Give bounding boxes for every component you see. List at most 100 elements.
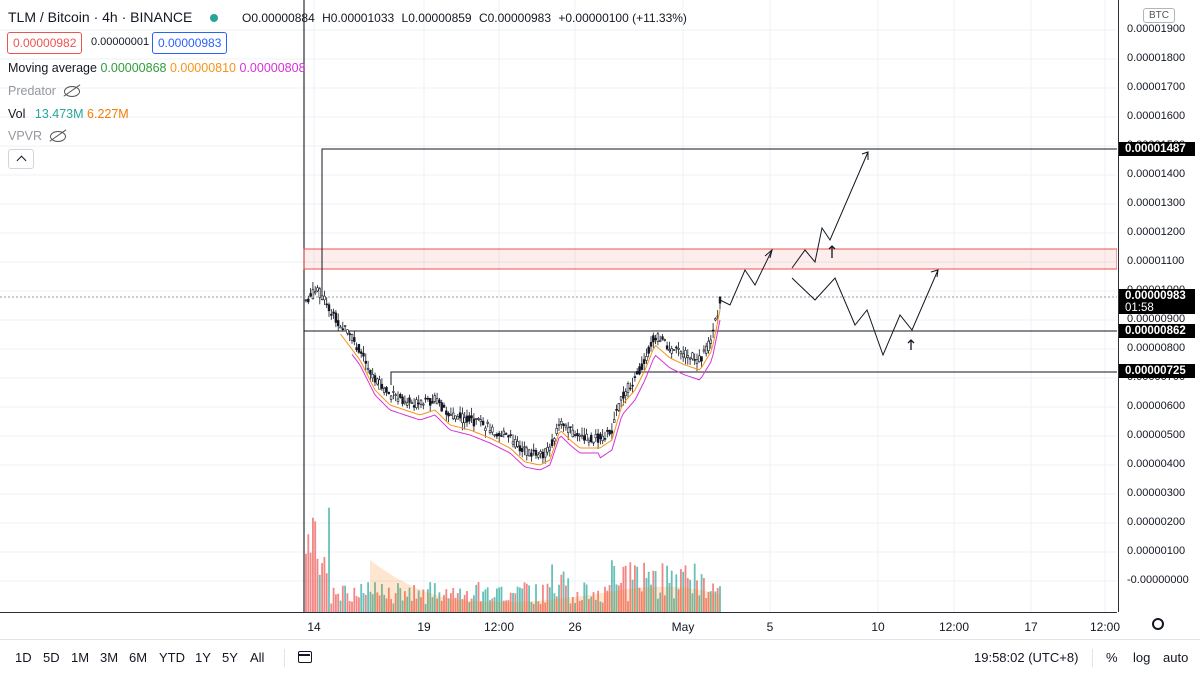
volume-bar: [367, 582, 369, 612]
volume-bar: [463, 594, 466, 612]
candle-body: [311, 289, 315, 299]
candle-body: [463, 417, 466, 424]
price-tick-label: -0.00000000: [1127, 574, 1189, 586]
percent-toggle[interactable]: %: [1106, 650, 1118, 665]
volume-bar: [546, 583, 549, 612]
candle-body: [419, 399, 423, 405]
volume-bar: [606, 590, 609, 612]
vol-legend[interactable]: Vol 13.473M 6.227M: [8, 107, 129, 121]
candle-body: [530, 452, 533, 457]
clock[interactable]: 19:58:02 (UTC+8): [974, 650, 1079, 665]
currency-badge[interactable]: BTC: [1143, 8, 1175, 23]
predator-legend[interactable]: Predator: [8, 84, 80, 98]
volume-bar: [493, 597, 496, 612]
time-label: 5: [766, 620, 774, 634]
candle-body: [445, 410, 448, 415]
candle-body: [470, 415, 473, 419]
volume-bar: [709, 591, 712, 612]
candle-body: [670, 348, 673, 354]
volume-bar: [325, 573, 328, 612]
volume-bar: [479, 601, 482, 612]
candle-body: [635, 371, 639, 375]
candle-body: [548, 446, 552, 451]
candle-body: [408, 397, 411, 403]
price-axis[interactable]: BTC 0.00001900 0.00001800 0.00001700 0.0000…: [1118, 0, 1200, 612]
candle-body: [642, 359, 646, 364]
candle-body: [438, 399, 441, 403]
timeframe-6m[interactable]: 6M: [129, 650, 148, 665]
candle-body: [541, 451, 545, 459]
volume-bar: [323, 556, 326, 612]
calendar-range-icon[interactable]: [298, 651, 312, 663]
candle-body: [336, 320, 340, 327]
buy-price-box[interactable]: 0.00000983: [152, 32, 228, 54]
time-axis[interactable]: 14 19 12:00 26 May 5 10 12:00 17 12:00: [0, 612, 1164, 639]
timeframe-ytd[interactable]: YTD: [159, 650, 185, 665]
sell-price-box[interactable]: 0.00000982: [7, 32, 83, 54]
timeframe-1y[interactable]: 1Y: [195, 650, 211, 665]
volume-bar: [307, 534, 310, 612]
candle-body: [433, 395, 436, 402]
volume-bar: [491, 598, 494, 612]
candle-body: [502, 430, 505, 435]
volume-bar: [673, 598, 675, 612]
ma-legend[interactable]: Moving average 0.00000868 0.00000810 0.0…: [8, 61, 306, 75]
open-value: 0.00000884: [251, 11, 315, 25]
price-tag-mid: 0.00000862: [1119, 324, 1195, 338]
volume-bar: [376, 592, 379, 612]
candle-body: [629, 387, 632, 390]
volume-bar: [560, 574, 563, 612]
timeframe-1d[interactable]: 1D: [15, 650, 32, 665]
volume-bar: [431, 597, 434, 612]
volume-bar: [500, 586, 503, 612]
candle-body: [417, 402, 420, 405]
log-toggle[interactable]: log: [1133, 650, 1151, 665]
volume-bar: [502, 600, 505, 612]
volume-bar: [627, 601, 629, 612]
candle-body: [451, 412, 455, 419]
eye-off-icon[interactable]: [63, 86, 80, 98]
candle-body: [401, 396, 404, 405]
volume-bar: [693, 563, 696, 612]
volume-bar: [565, 585, 567, 612]
timeframe-5d[interactable]: 5D: [43, 650, 60, 665]
volume-bar: [629, 562, 632, 612]
collapse-legend-button[interactable]: [8, 149, 34, 169]
timeframe-all[interactable]: All: [250, 650, 265, 665]
volume-bar: [643, 562, 645, 612]
volume-ma-area: [370, 560, 720, 612]
timeframe-1m[interactable]: 1M: [71, 650, 90, 665]
symbol-legend: TLM / Bitcoin · 4h · BINANCE: [8, 9, 228, 25]
symbol-title: TLM / Bitcoin · 4h · BINANCE: [8, 9, 193, 25]
volume-bar: [521, 588, 524, 612]
volume-bar: [703, 578, 705, 612]
price-chart[interactable]: [0, 0, 1117, 612]
volume-bar: [548, 587, 551, 612]
timeframe-3m[interactable]: 3M: [100, 650, 119, 665]
vpvr-legend[interactable]: VPVR: [8, 129, 67, 143]
timeframe-5y[interactable]: 5Y: [222, 650, 238, 665]
volume-bar: [505, 600, 507, 612]
chart-pane[interactable]: TLM / Bitcoin · 4h · BINANCE O0.00000884…: [0, 0, 1117, 612]
candle-body: [617, 403, 621, 411]
volume-bar: [335, 594, 337, 612]
volume-bar: [677, 589, 680, 612]
volume-bar: [663, 595, 666, 612]
auto-toggle[interactable]: auto: [1163, 650, 1189, 665]
gear-icon[interactable]: [1152, 618, 1164, 630]
price-tick-label: 0.00000500: [1127, 429, 1186, 441]
separator: [1092, 649, 1093, 667]
volume-bar: [567, 578, 570, 612]
candle-body: [543, 448, 547, 458]
candle-body: [493, 434, 496, 436]
candle-body: [647, 346, 650, 354]
volume-bar: [661, 563, 664, 612]
candle-body: [465, 415, 469, 423]
eye-off-icon[interactable]: [50, 131, 67, 143]
volume-bar: [374, 582, 376, 612]
candle-body: [385, 387, 388, 393]
candle-body: [394, 394, 397, 396]
candle-body: [399, 393, 402, 398]
low-label: L: [401, 11, 409, 25]
candle-body: [681, 353, 685, 358]
